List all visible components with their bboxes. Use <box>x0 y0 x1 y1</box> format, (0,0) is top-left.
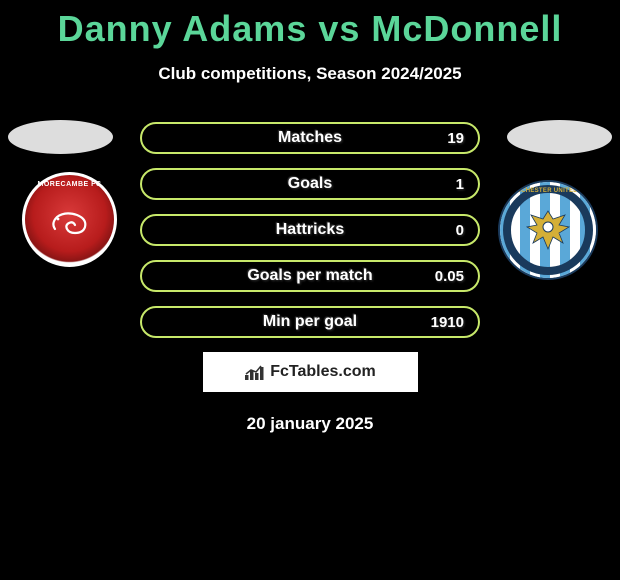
stat-row: Hattricks 0 <box>140 214 480 246</box>
stat-label: Min per goal <box>142 313 478 331</box>
branding-box: FcTables.com <box>203 352 418 392</box>
chart-icon <box>244 363 266 381</box>
stat-value-right: 19 <box>447 130 464 147</box>
shrimp-icon <box>49 209 91 237</box>
stat-value-right: 0.05 <box>435 268 464 285</box>
stat-label: Goals per match <box>142 267 478 285</box>
player-right-oval <box>507 120 612 154</box>
branding-text: FcTables.com <box>270 363 376 381</box>
stat-label: Matches <box>142 129 478 147</box>
page-title: Danny Adams vs McDonnell <box>0 0 620 50</box>
crest-left: MORECAMBE FC <box>22 172 117 267</box>
subtitle: Club competitions, Season 2024/2025 <box>0 64 620 84</box>
stats-area: MORECAMBE FC COLCHESTER UNITED FC Matche… <box>0 122 620 434</box>
crest-right: COLCHESTER UNITED FC <box>498 180 598 280</box>
stat-row: Matches 19 <box>140 122 480 154</box>
date-text: 20 january 2025 <box>0 414 620 434</box>
stat-value-right: 1910 <box>431 314 464 331</box>
stat-row: Min per goal 1910 <box>140 306 480 338</box>
stat-label: Goals <box>142 175 478 193</box>
eagle-icon <box>521 205 576 255</box>
stat-rows: Matches 19 Goals 1 Hattricks 0 Goals per… <box>140 122 480 338</box>
player-left-oval <box>8 120 113 154</box>
stat-row: Goals per match 0.05 <box>140 260 480 292</box>
crest-right-text: COLCHESTER UNITED FC <box>500 188 596 194</box>
stat-value-right: 1 <box>456 176 464 193</box>
stat-value-right: 0 <box>456 222 464 239</box>
stat-row: Goals 1 <box>140 168 480 200</box>
stat-label: Hattricks <box>142 221 478 239</box>
crest-left-text: MORECAMBE FC <box>25 181 114 188</box>
